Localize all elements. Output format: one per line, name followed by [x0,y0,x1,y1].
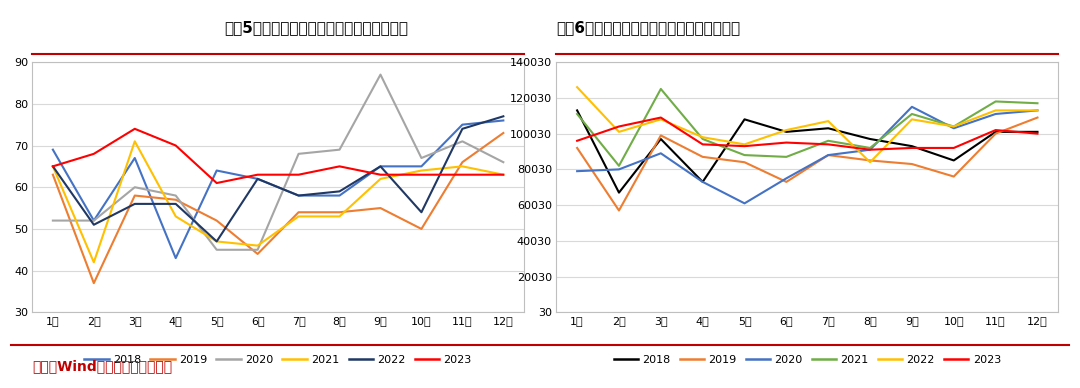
Text: 图表6：中国天然橡胶进口额（单位：万吨）: 图表6：中国天然橡胶进口额（单位：万吨） [556,20,740,35]
Text: 来源：Wind，广金期货研究中心: 来源：Wind，广金期货研究中心 [32,360,173,374]
Text: 图表5：中国天然橡胶进口量（单位：万吨）: 图表5：中国天然橡胶进口量（单位：万吨） [225,20,408,35]
Legend: 2018, 2019, 2020, 2021, 2022, 2023: 2018, 2019, 2020, 2021, 2022, 2023 [80,350,476,369]
Legend: 2018, 2019, 2020, 2021, 2022, 2023: 2018, 2019, 2020, 2021, 2022, 2023 [609,350,1005,369]
